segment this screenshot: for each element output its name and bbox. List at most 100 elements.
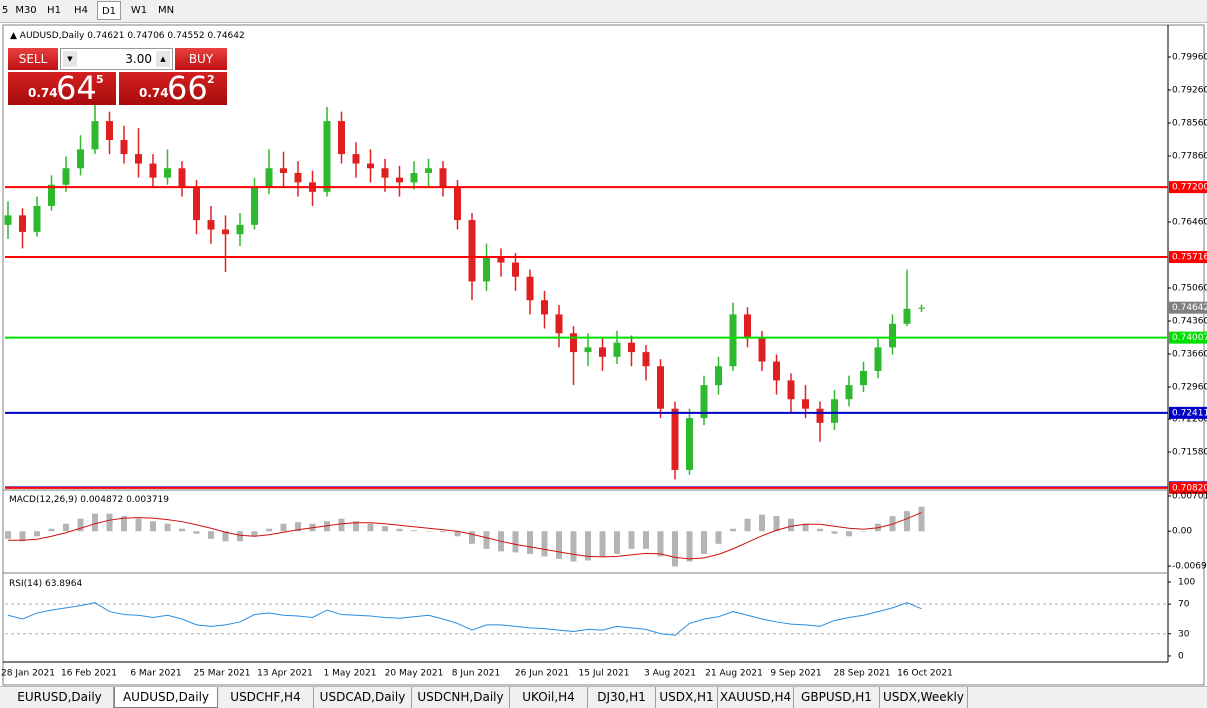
macd-bar	[5, 531, 11, 539]
y-tick-label: 0.72960	[1172, 382, 1207, 392]
macd-bar	[570, 531, 577, 562]
chart-tab[interactable]: XAUUSD,H4	[718, 687, 794, 708]
y-tick-label: 0.74360	[1172, 316, 1207, 326]
candle-body	[352, 154, 360, 164]
timeframe-button[interactable]: 5	[1, 5, 9, 16]
candle-body	[468, 220, 476, 282]
chart-tab[interactable]: GBPUSD,H1	[794, 687, 880, 708]
y-tick-label: 0.73660	[1172, 349, 1207, 359]
rsi-value: 63.8964	[45, 579, 82, 589]
lot-down[interactable]: ▼	[63, 51, 77, 67]
macd-bar	[92, 513, 98, 532]
candle-body	[149, 163, 157, 178]
y-tick-label: 0.007015	[1172, 491, 1207, 501]
macd-bar	[628, 531, 635, 549]
y-tick-label: 0.75060	[1172, 283, 1207, 293]
y-tick-label: 0.79260	[1172, 85, 1207, 95]
macd-signal: 0.003719	[126, 495, 169, 505]
chart-tab[interactable]: USDX,H1	[656, 687, 718, 708]
macd-bar	[164, 523, 171, 532]
y-tick-label: -0.00692	[1172, 562, 1207, 572]
candle-body	[787, 380, 795, 400]
macd-bar	[106, 513, 113, 532]
y-tick-label: 0.76460	[1172, 217, 1207, 227]
macd-bar	[846, 531, 852, 537]
macd-bar	[353, 521, 359, 532]
level-label: 0.75716	[1172, 253, 1207, 263]
candle-body	[294, 172, 302, 183]
chart-tab[interactable]: AUDUSD,Daily	[114, 687, 218, 708]
timeframe-toolbar: 5 M30 H1 H4 D1 W1 MN	[0, 0, 1207, 23]
macd-bar	[382, 526, 388, 532]
timeframe-button[interactable]: MN	[157, 5, 175, 16]
macd-main: 0.004872	[80, 495, 123, 505]
macd-bar	[831, 531, 838, 534]
macd-bar	[527, 531, 533, 554]
rsi-header: RSI(14) 63.8964	[9, 579, 82, 589]
candle-body	[381, 168, 389, 178]
chart-tab[interactable]: USDCNH,Daily	[412, 687, 510, 708]
y-tick-label: 0	[1178, 651, 1184, 661]
macd-bar	[411, 530, 417, 532]
candle-body	[265, 168, 273, 188]
sell-price[interactable]: 0.74 64 5	[8, 69, 116, 107]
low: 0.74552	[167, 31, 204, 41]
candle-body	[454, 187, 461, 221]
macd-bar	[34, 531, 40, 537]
candle-body	[874, 347, 882, 371]
sell-button[interactable]: SELL	[8, 48, 58, 70]
macd-bar	[483, 531, 490, 549]
candle-body	[4, 215, 12, 225]
timeframe-button[interactable]: D1	[97, 1, 121, 20]
date-label: 28 Sep 2021	[833, 669, 890, 679]
lot-box[interactable]: ▼ 3.00 ▲	[60, 48, 173, 70]
macd-bar	[469, 531, 475, 544]
macd-bar	[802, 523, 809, 532]
date-label: 21 Aug 2021	[705, 669, 763, 679]
macd-label: MACD(12,26,9)	[9, 495, 77, 505]
candle-body	[19, 215, 26, 232]
lot-up[interactable]: ▲	[156, 51, 170, 67]
buy-price[interactable]: 0.74 66 2	[119, 69, 227, 107]
macd-bar	[860, 531, 867, 532]
candle-body	[584, 347, 592, 353]
candle-body	[48, 184, 55, 206]
candle-body	[628, 342, 635, 353]
chart-tab[interactable]: USDCAD,Daily	[314, 687, 412, 708]
candle-body	[773, 361, 780, 381]
y-tick-label: 0.78560	[1172, 118, 1207, 128]
candle-body	[236, 224, 244, 235]
plot-layer: 0.79960 0.79260 0.78560 0.77860 0.76460 0.750…	[1, 52, 1207, 679]
date-label: 1 May 2021	[324, 669, 377, 679]
candle-body	[889, 323, 896, 348]
macd-bar	[135, 518, 142, 532]
y-tick-label: 30	[1178, 629, 1190, 639]
timeframe-button[interactable]: W1	[130, 5, 148, 16]
candle-body	[222, 229, 229, 235]
macd-bar	[121, 516, 127, 532]
timeframe-button[interactable]: H4	[74, 5, 88, 16]
y-tick-label: 100	[1178, 577, 1195, 587]
candle-body	[570, 333, 577, 353]
chart-tab[interactable]: UKOil,H4	[510, 687, 588, 708]
chart-tab[interactable]: USDCHF,H4	[218, 687, 314, 708]
chart-tab[interactable]: USDX,Weekly	[880, 687, 968, 708]
macd-bar	[237, 531, 243, 542]
timeframe-button[interactable]: M30	[15, 5, 37, 16]
buy-button[interactable]: BUY	[175, 48, 227, 70]
timeframe-button[interactable]: H1	[47, 5, 61, 16]
date-label: 28 Jan 2021	[1, 669, 55, 679]
chart-tab[interactable]: EURUSD,Daily	[6, 687, 114, 708]
candle-body	[323, 121, 331, 192]
level-label: 0.72411	[1172, 408, 1207, 418]
macd-bar	[208, 531, 214, 539]
candle-body	[410, 172, 418, 183]
date-label: 25 Mar 2021	[193, 669, 250, 679]
macd-bar	[686, 531, 693, 562]
one-click-trading: SELL ▼ 3.00 ▲ BUY 0.74 64 5 0.74 66 2	[8, 48, 228, 107]
macd-bar	[918, 506, 925, 532]
macd-bar	[179, 528, 185, 532]
macd-bar	[63, 523, 69, 532]
date-label: 15 Jul 2021	[579, 669, 630, 679]
chart-tab[interactable]: DJ30,H1	[588, 687, 656, 708]
